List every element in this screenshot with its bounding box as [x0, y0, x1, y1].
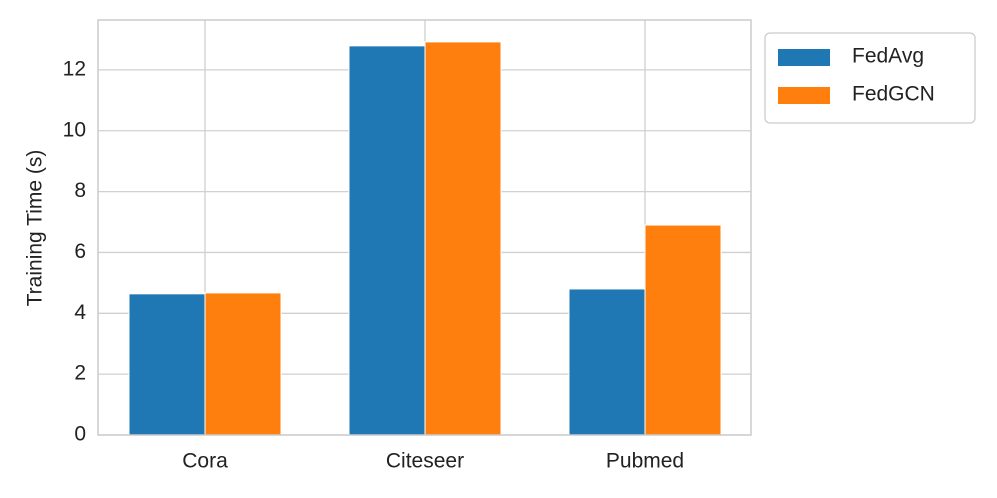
legend-swatch — [778, 49, 830, 66]
bar — [348, 45, 426, 436]
legend-label: FedGCN — [852, 83, 935, 106]
y-tick-label: 0 — [74, 423, 86, 446]
bar — [568, 288, 646, 436]
legend-swatch — [778, 87, 830, 104]
bar — [204, 292, 282, 436]
y-tick-label: 12 — [63, 57, 86, 80]
y-tick-label: 6 — [74, 240, 86, 263]
y-axis-label: Training Time (s) — [24, 150, 47, 307]
y-tick-label: 10 — [63, 118, 86, 141]
bar — [424, 41, 502, 436]
bar — [128, 293, 206, 436]
y-tick-label: 2 — [74, 362, 86, 385]
legend-label: FedAvg — [852, 45, 924, 68]
y-tick-label: 4 — [74, 301, 86, 324]
x-tick-label: Citeseer — [386, 450, 464, 473]
x-tick-label: Cora — [182, 450, 228, 473]
y-tick-label: 8 — [74, 179, 86, 202]
plot-frame — [97, 19, 752, 436]
x-tick-label: Pubmed — [606, 450, 684, 473]
bar — [644, 224, 722, 436]
